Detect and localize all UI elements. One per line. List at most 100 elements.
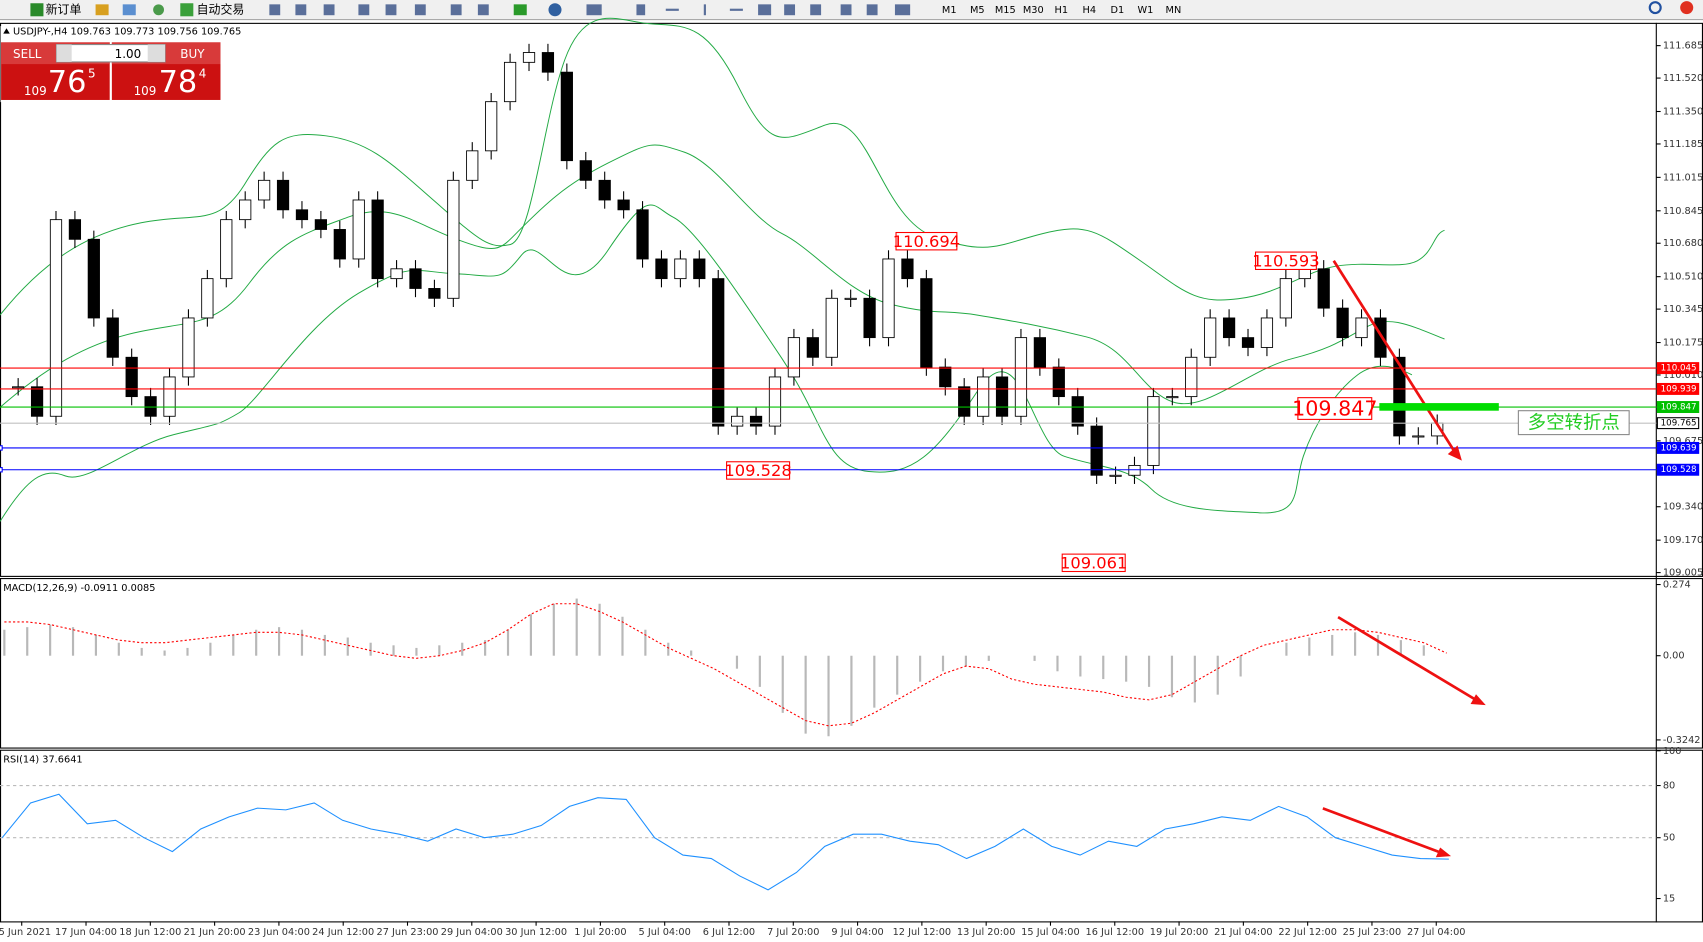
lot-down[interactable] bbox=[56, 44, 72, 62]
candle bbox=[522, 52, 536, 63]
lot-up[interactable] bbox=[147, 44, 166, 62]
x-tick-label: 1 Jul 20:00 bbox=[574, 927, 626, 938]
x-tick-label: 27 Jul 04:00 bbox=[1407, 927, 1466, 938]
y-tick-label: 111.520 bbox=[1663, 73, 1703, 84]
candle bbox=[1071, 396, 1084, 427]
toolbar-icons[interactable] bbox=[269, 3, 911, 17]
candle bbox=[598, 179, 611, 201]
x-tick-label: 21 Jul 04:00 bbox=[1214, 927, 1273, 938]
x-tick-label: 9 Jul 04:00 bbox=[831, 927, 883, 938]
price-annotation-box bbox=[1297, 397, 1373, 420]
candle bbox=[1222, 317, 1236, 339]
price-annotation-box bbox=[1061, 553, 1126, 573]
candle bbox=[1147, 396, 1160, 466]
candle bbox=[1279, 278, 1292, 319]
trend-arrow bbox=[1332, 260, 1459, 458]
candle bbox=[371, 199, 384, 280]
timeframe-button[interactable]: D1 bbox=[1111, 5, 1125, 16]
new-order-button[interactable]: 新订单 bbox=[46, 1, 82, 16]
candle bbox=[1204, 317, 1217, 358]
notification-icon[interactable] bbox=[1680, 1, 1694, 15]
bollinger-bands bbox=[0, 17, 1445, 522]
y-tick-label: 50 bbox=[1663, 833, 1675, 844]
candle bbox=[977, 376, 990, 417]
level-handle bbox=[0, 467, 3, 473]
x-tick-label: 24 Jun 12:00 bbox=[312, 927, 374, 938]
candle bbox=[1128, 464, 1141, 476]
candle bbox=[1185, 356, 1198, 398]
x-tick-label: 22 Jul 12:00 bbox=[1278, 927, 1337, 938]
candle bbox=[731, 415, 744, 427]
y-tick-label: 110.345 bbox=[1663, 304, 1703, 315]
timeframe-button[interactable]: H1 bbox=[1055, 5, 1069, 16]
candle bbox=[447, 179, 460, 299]
level-handle bbox=[0, 445, 3, 451]
rsi-panel-frame bbox=[0, 749, 1703, 923]
candle bbox=[825, 297, 838, 358]
note-box bbox=[1517, 410, 1630, 436]
x-tick-label: 6 Jul 12:00 bbox=[703, 927, 755, 938]
x-tick-label: 18 Jun 12:00 bbox=[119, 927, 181, 938]
y-tick-label: 0.00 bbox=[1663, 651, 1685, 662]
candle bbox=[636, 209, 649, 260]
candle bbox=[239, 199, 252, 221]
candle bbox=[276, 179, 290, 211]
level-label-box bbox=[1656, 362, 1700, 375]
timeframe-button[interactable]: H4 bbox=[1083, 5, 1097, 16]
timeframe-button[interactable]: W1 bbox=[1137, 5, 1153, 16]
price-annotation: 110.593 bbox=[1252, 251, 1319, 270]
candle bbox=[1317, 268, 1330, 309]
candle bbox=[466, 150, 479, 181]
price-annotation: 110.694 bbox=[893, 232, 960, 251]
candle bbox=[712, 278, 725, 427]
search-icon[interactable] bbox=[1648, 1, 1662, 15]
level-label-box bbox=[1656, 417, 1700, 430]
x-tick-label: 15 Jun 2021 bbox=[0, 927, 51, 938]
candle bbox=[1355, 317, 1368, 339]
candle bbox=[428, 288, 441, 299]
candle bbox=[106, 317, 119, 358]
auto-trading-button[interactable]: 自动交易 bbox=[197, 1, 245, 16]
candle bbox=[768, 376, 782, 427]
tool-icon[interactable] bbox=[153, 4, 165, 16]
tool-icon[interactable] bbox=[122, 4, 136, 16]
candle bbox=[390, 268, 403, 280]
auto-trading-icon[interactable] bbox=[180, 3, 194, 17]
chart-header: USDJPY-,H4 109.763 109.773 109.756 109.7… bbox=[13, 27, 241, 38]
x-tick-label: 12 Jul 12:00 bbox=[893, 927, 952, 938]
candle bbox=[863, 297, 876, 339]
macd-arrow bbox=[1337, 615, 1480, 704]
timeframe-button[interactable]: M30 bbox=[1023, 5, 1044, 16]
arrow-head bbox=[1447, 445, 1462, 461]
candle bbox=[333, 229, 346, 260]
timeframe-button[interactable]: M15 bbox=[995, 5, 1016, 16]
timeframe-button[interactable]: M1 bbox=[942, 5, 957, 16]
y-tick-label: 109.675 bbox=[1663, 436, 1703, 447]
y-tick-label: 109.170 bbox=[1663, 535, 1703, 546]
tool-icon[interactable] bbox=[95, 4, 109, 16]
candle bbox=[258, 179, 271, 201]
level-label-box bbox=[1656, 463, 1700, 476]
timeframe-button[interactable]: M5 bbox=[970, 5, 985, 16]
candle bbox=[220, 219, 233, 280]
y-tick-label: 15 bbox=[1663, 894, 1675, 905]
macd-panel-frame bbox=[0, 578, 1703, 749]
y-tick-label: 110.010 bbox=[1663, 370, 1703, 381]
y-tick-label: 111.015 bbox=[1663, 172, 1703, 183]
candle bbox=[787, 337, 801, 378]
level-label: 109.847 bbox=[1661, 403, 1697, 413]
timeframe-button[interactable]: MN bbox=[1166, 5, 1182, 16]
candle bbox=[579, 160, 592, 181]
level-label: 109.939 bbox=[1661, 384, 1697, 394]
new-order-icon[interactable] bbox=[30, 3, 44, 17]
y-tick-label: 111.185 bbox=[1663, 139, 1703, 150]
candle bbox=[1090, 425, 1103, 476]
candle bbox=[295, 209, 309, 221]
candle bbox=[693, 258, 706, 280]
level-label-box bbox=[1656, 441, 1700, 454]
x-tick-label: 17 Jun 04:00 bbox=[55, 927, 117, 938]
buy-frac: 4 bbox=[199, 66, 207, 80]
candle bbox=[125, 356, 138, 398]
